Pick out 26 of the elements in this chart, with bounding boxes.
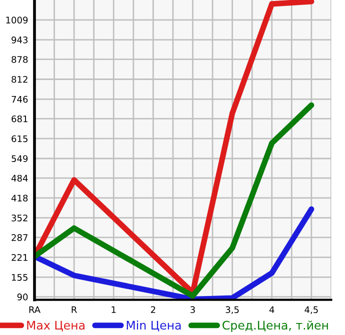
- y-tick-label: 418: [11, 194, 28, 202]
- y-tick-label: 484: [11, 174, 28, 182]
- x-tick-label: 3,5: [226, 306, 239, 314]
- y-tick-label: 155: [12, 274, 28, 281]
- y-tick-label: 1009: [6, 16, 28, 24]
- x-tick-label: 3: [190, 306, 195, 314]
- x-tick-label: RA: [29, 306, 40, 313]
- legend-label: Сред.Цена, т.йен: [222, 320, 328, 332]
- y-tick-label: 352: [12, 214, 28, 222]
- x-tick-label: R: [72, 306, 77, 313]
- y-tick-label: 943: [12, 36, 28, 44]
- y-tick-label: 746: [12, 96, 28, 103]
- x-tick-label: 4: [269, 306, 274, 313]
- legend-label: Max Цена: [27, 320, 84, 332]
- y-tick-label: 812: [12, 76, 28, 83]
- x-tick-label: 2: [150, 306, 156, 313]
- legend-label: Min Цена: [126, 320, 181, 332]
- x-tick-label: 1: [112, 306, 116, 313]
- y-tick-label: 90: [17, 294, 28, 300]
- y-tick-label: 287: [12, 234, 28, 242]
- y-tick-label: 549: [12, 155, 28, 162]
- y-tick-label: 878: [12, 56, 28, 63]
- x-tick-label: 4,5: [304, 306, 318, 314]
- y-tick-label: 681: [12, 115, 28, 122]
- y-tick-label: 221: [12, 254, 28, 261]
- y-tick-label: 615: [12, 135, 28, 142]
